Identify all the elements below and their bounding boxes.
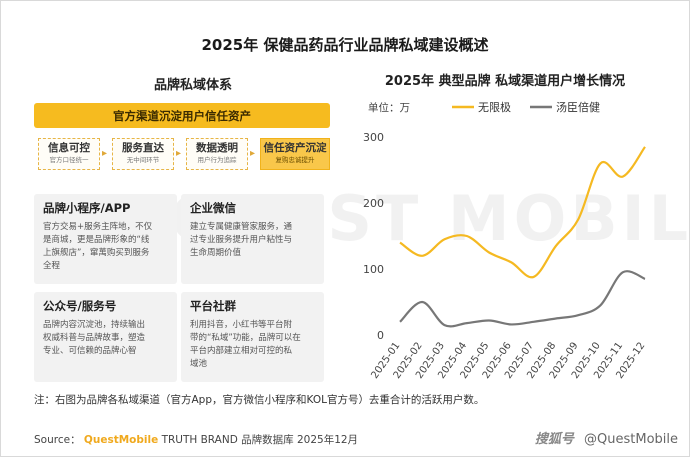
chart-footnote: 注：右图为品牌各私域渠道（官方App，官方微信小程序和KOL官方号）去重合计的活… [34,394,485,406]
card-body-line: 平台内部建立相对可控的私 [190,346,293,356]
credit: 搜狐号 @QuestMobile [535,428,678,447]
chart-legend: 无限极 汤臣倍健 [452,100,600,114]
card-platform-community: 平台社群 利用抖音，小红书等平台附 带的“私域”功能，品牌可以在 平台内部建立相… [181,292,324,382]
card-body-line: 利用抖音，小红书等平台附 [190,320,293,330]
page-title: 2025年 保健品药品行业品牌私域建设概述 [201,36,489,54]
card-wecom: 企业微信 建立专属健康管家服务，通 过专业服务提升用户粘性与 生命周期价值 [181,194,324,284]
card-body-line: 域池 [190,359,208,369]
step-title: 信息可控 [48,142,90,154]
card-body-line: 过专业服务提升用户粘性与 [190,235,293,245]
card-body-line: 品牌内容沉淀池，持续输出 [43,320,146,330]
series-line-1 [399,270,646,328]
source-detail: TRUTH BRAND 品牌数据库 2025年12月 [161,434,359,446]
source-prefix: Source： [34,434,81,446]
source-line: Source： QuestMobile TRUTH BRAND 品牌数据库 20… [34,432,358,447]
legend-label: 汤臣倍健 [556,100,600,114]
card-body: 品牌内容沉淀池，持续输出 权威科普与品牌故事，塑造 专业、可信赖的品牌心智 [43,319,168,358]
card-official-account: 公众号/服务号 品牌内容沉淀池，持续输出 权威科普与品牌故事，塑造 专业、可信赖… [34,292,177,382]
step-title: 信任资产沉淀 [263,142,327,154]
step-trust-asset: 信任资产沉淀 复购忠诚提升 [260,138,330,170]
card-body: 官方交易+服务主阵地，不仅 是商城，更是品牌形象的“线 上旗舰店”，窜萬购买到服… [43,221,168,273]
source-brand: QuestMobile [83,434,159,446]
card-heading: 公众号/服务号 [43,299,117,313]
card-body-line: 官方交易+服务主阵地，不仅 [43,222,153,232]
card-body-line: 上旗舰店”，窜萬购买到服务 [43,248,150,258]
card-heading: 企业微信 [190,201,236,215]
y-tick-label: 200 [363,197,384,210]
card-heading: 品牌小程序/APP [43,201,131,215]
chart-unit-label: 单位：万 [368,101,410,114]
step-subtitle: 无中间环节 [126,156,160,164]
step-subtitle: 官方口径统一 [49,156,89,164]
x-axis: 2025-012025-022025-032025-042025-052025-… [369,340,647,381]
chevron-right-icon: ▸ [102,148,108,159]
step-data-transparency: 数据透明 用户行为追踪 [186,138,248,170]
card-body-line: 权威科普与品牌故事，塑造 [43,333,146,343]
card-body-line: 建立专属健康管家服务，通 [190,222,293,232]
sohu-logo: 搜狐号 [534,432,574,447]
left-panel-title: 品牌私域体系 [153,78,232,93]
chart-series [399,146,646,328]
y-axis: 0 100 200 300 [363,131,384,342]
card-body-line: 生命周期价值 [190,248,242,258]
series-line-0 [399,146,646,279]
private-domain-banner: 官方渠道沉淀用户信任资产 [34,103,330,128]
card-mini-program-app: 品牌小程序/APP 官方交易+服务主阵地，不仅 是商城，更是品牌形象的“线 上旗… [34,194,177,284]
card-body-line: 全程 [43,261,61,271]
card-body: 利用抖音，小红书等平台附 带的“私域”功能，品牌可以在 平台内部建立相对可控的私… [190,319,315,371]
step-service-direct: 服务直达 无中间环节 [112,138,174,170]
step-info-control: 信息可控 官方口径统一 [38,138,100,170]
chart-title: 2025年 典型品牌 私域渠道用户增长情况 [385,73,625,89]
y-tick-label: 0 [377,329,384,342]
chevron-right-icon: ▸ [176,148,182,159]
step-subtitle: 复购忠诚提升 [275,156,315,164]
card-body: 建立专属健康管家服务，通 过专业服务提升用户粘性与 生命周期价值 [190,221,315,260]
card-body-line: 是商城，更是品牌形象的“线 [43,235,150,245]
card-heading: 平台社群 [190,299,236,313]
y-tick-label: 300 [363,131,384,144]
chevron-right-icon: ▸ [250,148,256,159]
y-tick-label: 100 [363,263,384,276]
value-steps: 信息可控 官方口径统一 ▸ 服务直达 无中间环节 ▸ 数据透明 用户行为追踪 ▸… [38,138,330,172]
step-title: 服务直达 [122,142,164,154]
credit-handle: @QuestMobile [584,432,678,447]
card-body-line: 专业、可信赖的品牌心智 [43,346,137,356]
step-subtitle: 用户行为追踪 [197,156,237,164]
card-body-line: 带的“私域”功能，品牌可以在 [190,333,301,343]
step-title: 数据透明 [196,142,238,154]
legend-label: 无限极 [478,100,511,114]
